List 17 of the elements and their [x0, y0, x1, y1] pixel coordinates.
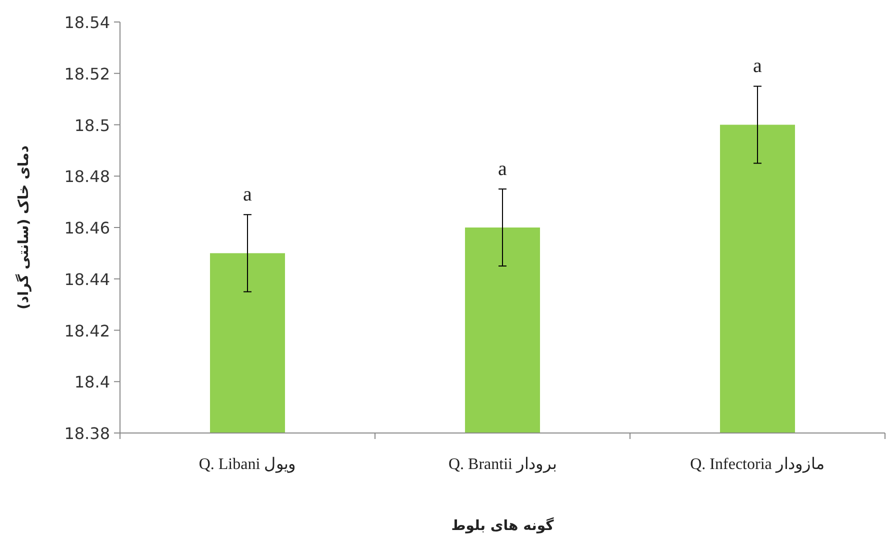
- y-axis-title: دمای خاک (سانتی گراد): [15, 145, 32, 310]
- data-label: a: [243, 184, 252, 206]
- y-tick-label: 18.4: [74, 372, 110, 392]
- y-tick-label: 18.5: [74, 116, 110, 135]
- y-tick-label: 18.44: [64, 270, 110, 289]
- y-tick-label: 18.42: [64, 321, 110, 340]
- data-label: a: [753, 55, 762, 78]
- y-tick-label: 18.54: [64, 13, 110, 32]
- y-tick-label: 18.46: [64, 218, 110, 238]
- x-tick-label: Q. Infectoria مازودار: [690, 456, 825, 473]
- y-tick-label: 18.48: [64, 167, 110, 186]
- x-tick-label: Q. Brantii برودار: [448, 456, 556, 473]
- x-axis-title: گونه های بلوط: [451, 517, 555, 534]
- data-label: a: [498, 158, 508, 180]
- y-tick-label: 18.52: [64, 64, 110, 84]
- y-tick-label: 18.38: [64, 424, 110, 443]
- x-tick-label: Q. Libani ویول: [198, 456, 296, 473]
